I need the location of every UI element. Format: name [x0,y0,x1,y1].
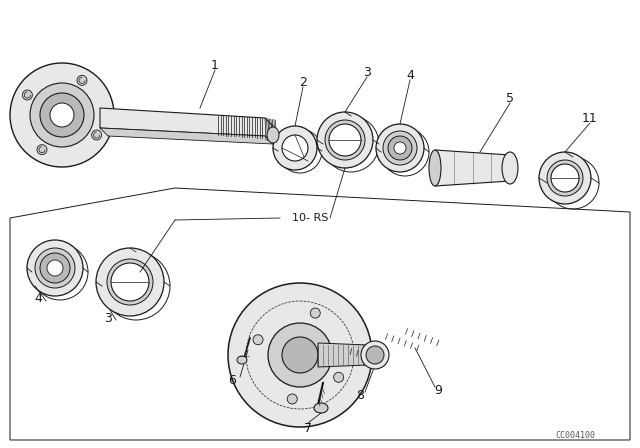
Ellipse shape [267,127,279,143]
Text: 6: 6 [228,374,236,387]
Ellipse shape [539,152,591,204]
Ellipse shape [394,142,406,154]
Ellipse shape [107,259,153,305]
Ellipse shape [547,160,583,196]
Polygon shape [435,150,510,186]
Ellipse shape [10,63,114,167]
Ellipse shape [383,131,417,165]
Polygon shape [318,343,368,367]
Ellipse shape [50,103,74,127]
Ellipse shape [228,283,372,427]
Ellipse shape [30,83,94,147]
Ellipse shape [282,337,318,373]
Ellipse shape [37,145,47,155]
Ellipse shape [268,323,332,387]
Text: 2: 2 [299,76,307,89]
Ellipse shape [77,75,87,86]
Ellipse shape [361,341,389,369]
Ellipse shape [40,253,70,283]
Ellipse shape [502,152,518,184]
Ellipse shape [376,124,424,172]
Ellipse shape [388,136,412,160]
Ellipse shape [35,248,75,288]
Ellipse shape [325,120,365,160]
Ellipse shape [96,248,164,316]
Ellipse shape [40,93,84,137]
Text: 11: 11 [582,112,598,125]
Ellipse shape [47,260,63,276]
Ellipse shape [273,126,317,170]
Text: 1: 1 [211,59,219,72]
Ellipse shape [27,240,83,296]
Text: 7: 7 [304,422,312,435]
Text: 10- RS: 10- RS [292,213,328,223]
Polygon shape [100,128,273,144]
Text: 5: 5 [506,91,514,104]
Ellipse shape [310,308,320,318]
Text: 3: 3 [363,65,371,78]
Ellipse shape [366,346,384,364]
Polygon shape [100,108,273,144]
Text: 9: 9 [434,383,442,396]
Ellipse shape [111,263,149,301]
Ellipse shape [333,372,344,382]
Ellipse shape [253,335,263,345]
Ellipse shape [287,394,297,404]
Text: 3: 3 [104,311,112,324]
Text: 8: 8 [356,388,364,401]
Ellipse shape [282,135,308,161]
Ellipse shape [329,124,361,156]
Ellipse shape [237,356,247,364]
Ellipse shape [551,164,579,192]
Text: 4: 4 [406,69,414,82]
Ellipse shape [314,403,328,413]
Ellipse shape [317,112,373,168]
Ellipse shape [429,150,441,186]
Text: CC004100: CC004100 [555,431,595,439]
Text: 4: 4 [34,292,42,305]
Ellipse shape [92,130,102,140]
Ellipse shape [22,90,33,100]
